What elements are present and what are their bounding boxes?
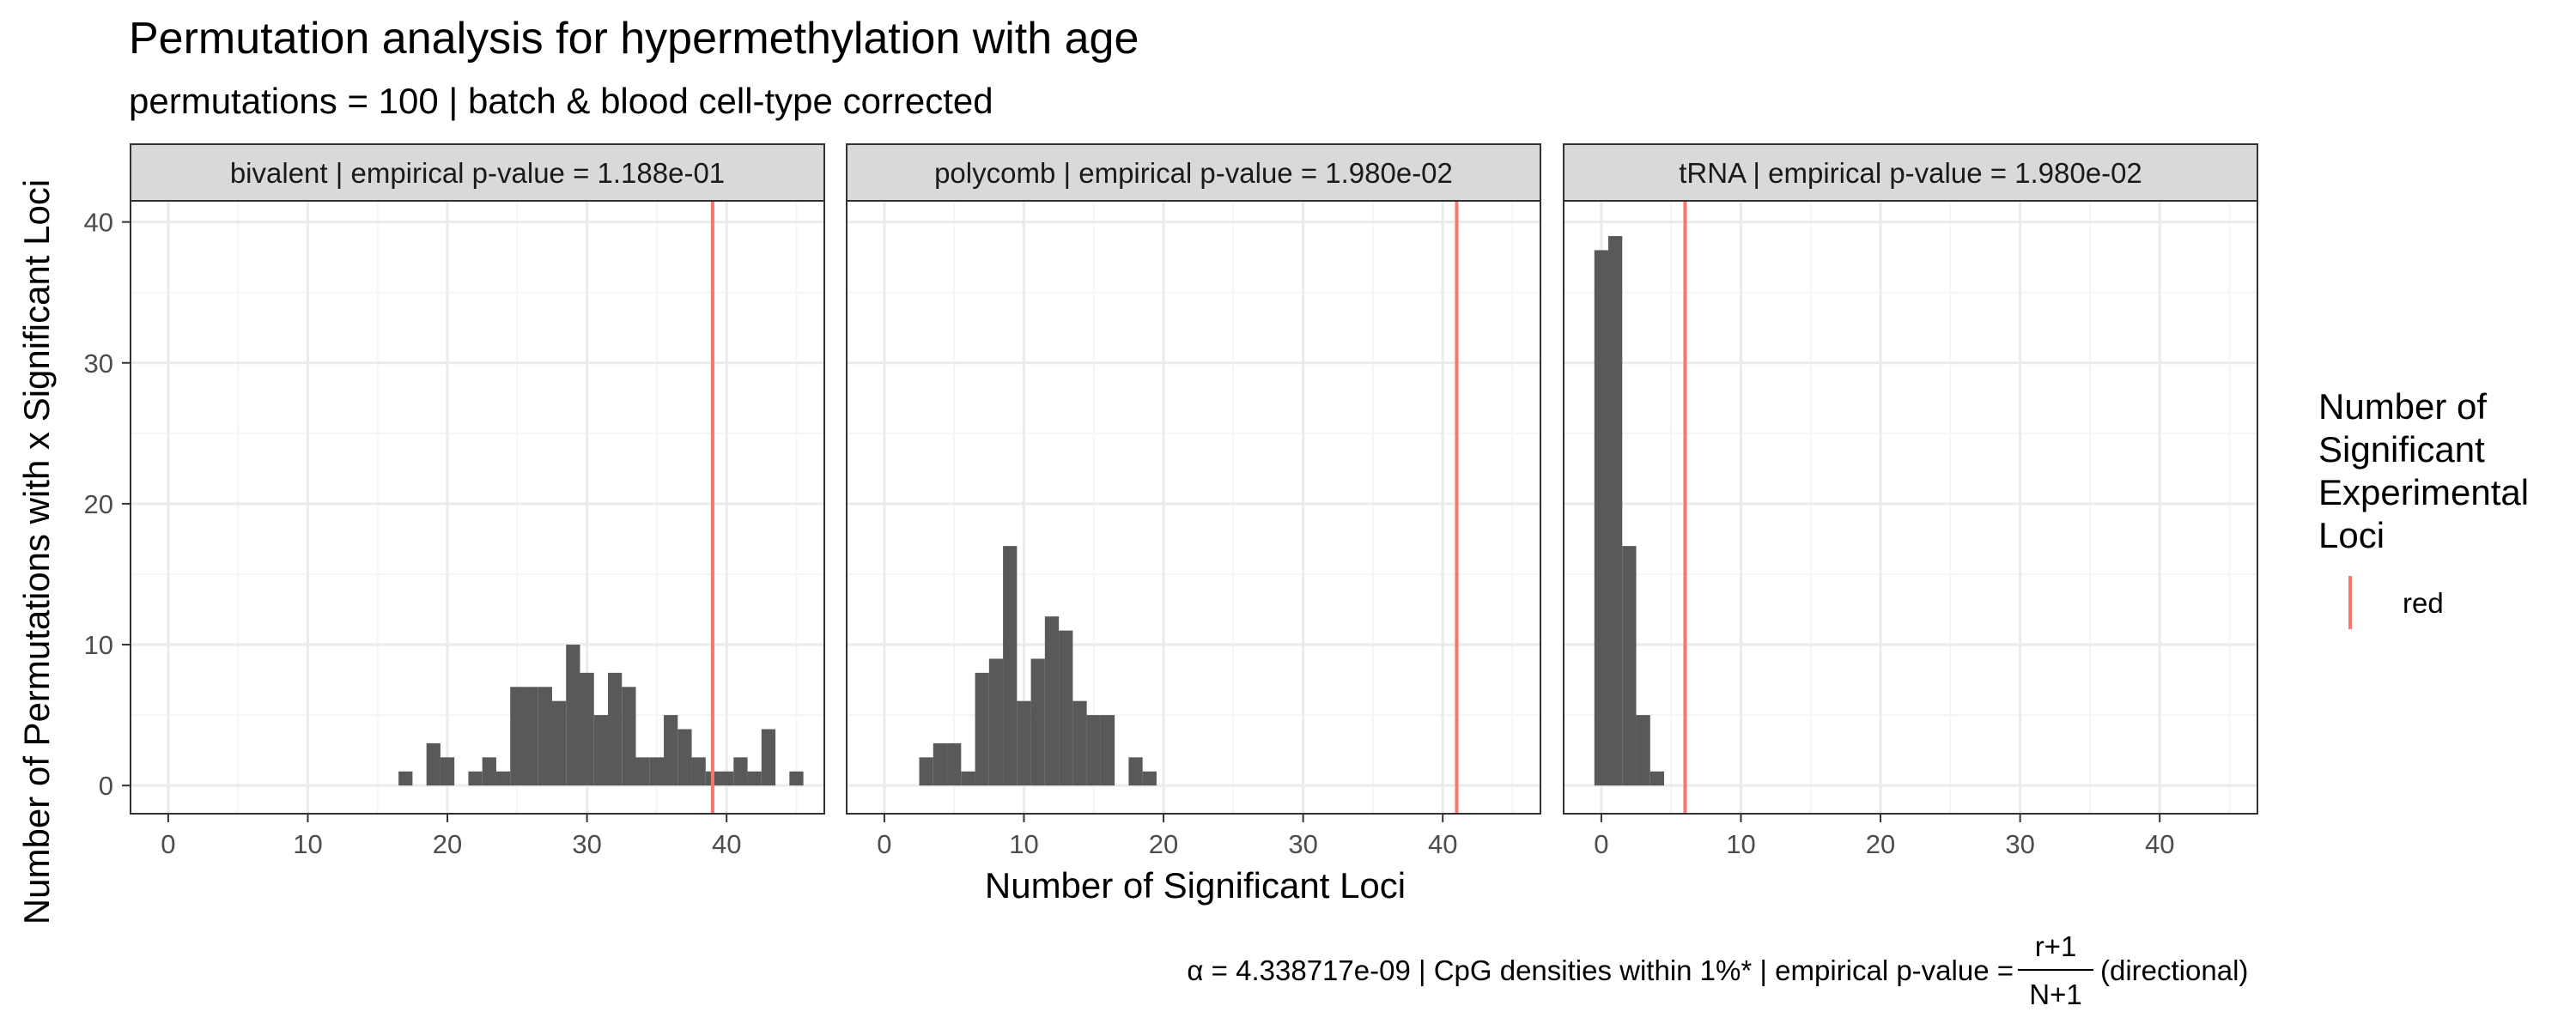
y-tick-label: 0	[99, 771, 113, 801]
panel-background	[131, 201, 824, 814]
histogram-bar	[1636, 715, 1650, 786]
histogram-bar	[664, 715, 678, 786]
caption: α = 4.338717e-09 | CpG densities within …	[1187, 930, 2248, 1010]
histogram-bar	[649, 757, 665, 786]
histogram-bar	[1100, 715, 1115, 786]
histogram-bar	[635, 757, 650, 786]
histogram-bar	[988, 658, 1004, 786]
x-tick-label: 30	[572, 829, 601, 859]
histogram-bar	[789, 771, 804, 786]
histogram-bar	[1017, 700, 1031, 786]
facet-strip-label: polycomb | empirical p-value = 1.980e-02	[934, 157, 1453, 189]
histogram-bar	[495, 771, 511, 786]
x-tick-label: 20	[433, 829, 462, 859]
facet-panels: bivalent | empirical p-value = 1.188e-01…	[84, 143, 2258, 859]
facet-strip	[1563, 143, 2258, 202]
histogram-bar	[733, 757, 748, 786]
y-tick-label: 40	[84, 208, 113, 238]
x-tick-label: 0	[1594, 829, 1608, 859]
histogram-bar	[1142, 771, 1157, 786]
caption-denominator: N+1	[2029, 978, 2081, 1010]
y-axis-title: Number of Permutations with x Significan…	[16, 179, 57, 924]
x-tick-label: 20	[1866, 829, 1895, 859]
histogram-bar	[1594, 250, 1609, 786]
facet-strip-label: tRNA | empirical p-value = 1.980e-02	[1679, 157, 2142, 189]
histogram-bar	[933, 742, 948, 786]
histogram-bar	[1059, 630, 1073, 786]
histogram-bar	[720, 771, 734, 786]
panel-border	[1563, 200, 2258, 815]
histogram-bar	[1608, 236, 1623, 786]
facet-panel-3: tRNA | empirical p-value = 1.980e-02 0 10 2…	[1563, 143, 2258, 859]
chart-title: Permutation analysis for hypermethylatio…	[129, 14, 1139, 64]
panel-background	[847, 201, 1540, 814]
histogram-bar	[1044, 616, 1060, 786]
x-tick-label: 40	[2145, 829, 2174, 859]
histogram-bar	[566, 645, 580, 786]
facet-panel-1: bivalent | empirical p-value = 1.188e-01…	[84, 143, 825, 859]
legend-title-line: Significant	[2318, 429, 2485, 470]
histogram-bar	[482, 757, 496, 786]
x-tick-label: 30	[2005, 829, 2034, 859]
legend-title-line: Experimental	[2318, 472, 2529, 512]
x-tick-label: 20	[1149, 829, 1178, 859]
x-tick-label: 10	[293, 829, 322, 859]
histogram-bar	[468, 771, 483, 786]
y-tick-label: 30	[84, 348, 113, 379]
histogram-bar	[510, 687, 525, 786]
histogram-bar	[761, 729, 776, 786]
histogram-bar	[947, 742, 962, 786]
y-tick-label: 10	[84, 630, 113, 660]
histogram-bar	[1128, 757, 1143, 786]
histogram-bar	[1649, 771, 1665, 786]
histogram-bar	[747, 771, 762, 786]
caption-suffix: (directional)	[2100, 954, 2248, 986]
y-tick-label: 20	[84, 489, 113, 519]
chart-subtitle: permutations = 100 | batch & blood cell-…	[129, 81, 993, 121]
x-tick-label: 10	[1009, 829, 1038, 859]
x-tick-label: 0	[161, 829, 175, 859]
x-tick-label: 40	[1428, 829, 1457, 859]
histogram-bar	[551, 700, 567, 786]
histogram-bar	[1622, 546, 1637, 786]
histogram-bar	[1072, 700, 1087, 786]
histogram-bar	[538, 687, 552, 786]
histogram-bar	[919, 757, 933, 786]
histogram-bar	[622, 687, 636, 786]
x-tick-label: 40	[712, 829, 741, 859]
histogram-bar	[961, 771, 975, 786]
x-tick-label: 0	[877, 829, 891, 859]
facet-panel-2: polycomb | empirical p-value = 1.980e-02…	[846, 143, 1541, 859]
histogram-bar	[580, 672, 594, 786]
histogram-bar	[975, 672, 989, 786]
facet-strip-label: bivalent | empirical p-value = 1.188e-01	[230, 157, 725, 189]
x-tick-label: 10	[1726, 829, 1755, 859]
panel-border	[130, 200, 825, 815]
histogram-bar	[677, 729, 692, 786]
histogram-bar	[1086, 715, 1101, 786]
histogram-bar	[1030, 658, 1045, 786]
x-axis-title: Number of Significant Loci	[985, 865, 1406, 906]
legend-title-line: Number of	[2318, 386, 2487, 427]
histogram-bar	[398, 771, 413, 786]
x-tick-label: 30	[1288, 829, 1317, 859]
facet-strip	[846, 143, 1541, 202]
legend-entry-label: red	[2403, 587, 2444, 619]
histogram-bar	[691, 757, 706, 786]
histogram-bar	[1003, 546, 1018, 786]
caption-numerator: r+1	[2035, 930, 2077, 962]
histogram-bar	[440, 757, 455, 786]
legend-title-line: Loci	[2318, 515, 2385, 555]
histogram-bar	[426, 742, 440, 786]
caption-prefix: α = 4.338717e-09 | CpG densities within …	[1187, 954, 2014, 986]
histogram-bar	[608, 672, 623, 786]
histogram-bar	[524, 687, 538, 786]
facet-strip	[130, 143, 825, 202]
histogram-bar	[593, 715, 609, 786]
panel-border	[846, 200, 1541, 815]
panel-background	[1564, 201, 2257, 814]
